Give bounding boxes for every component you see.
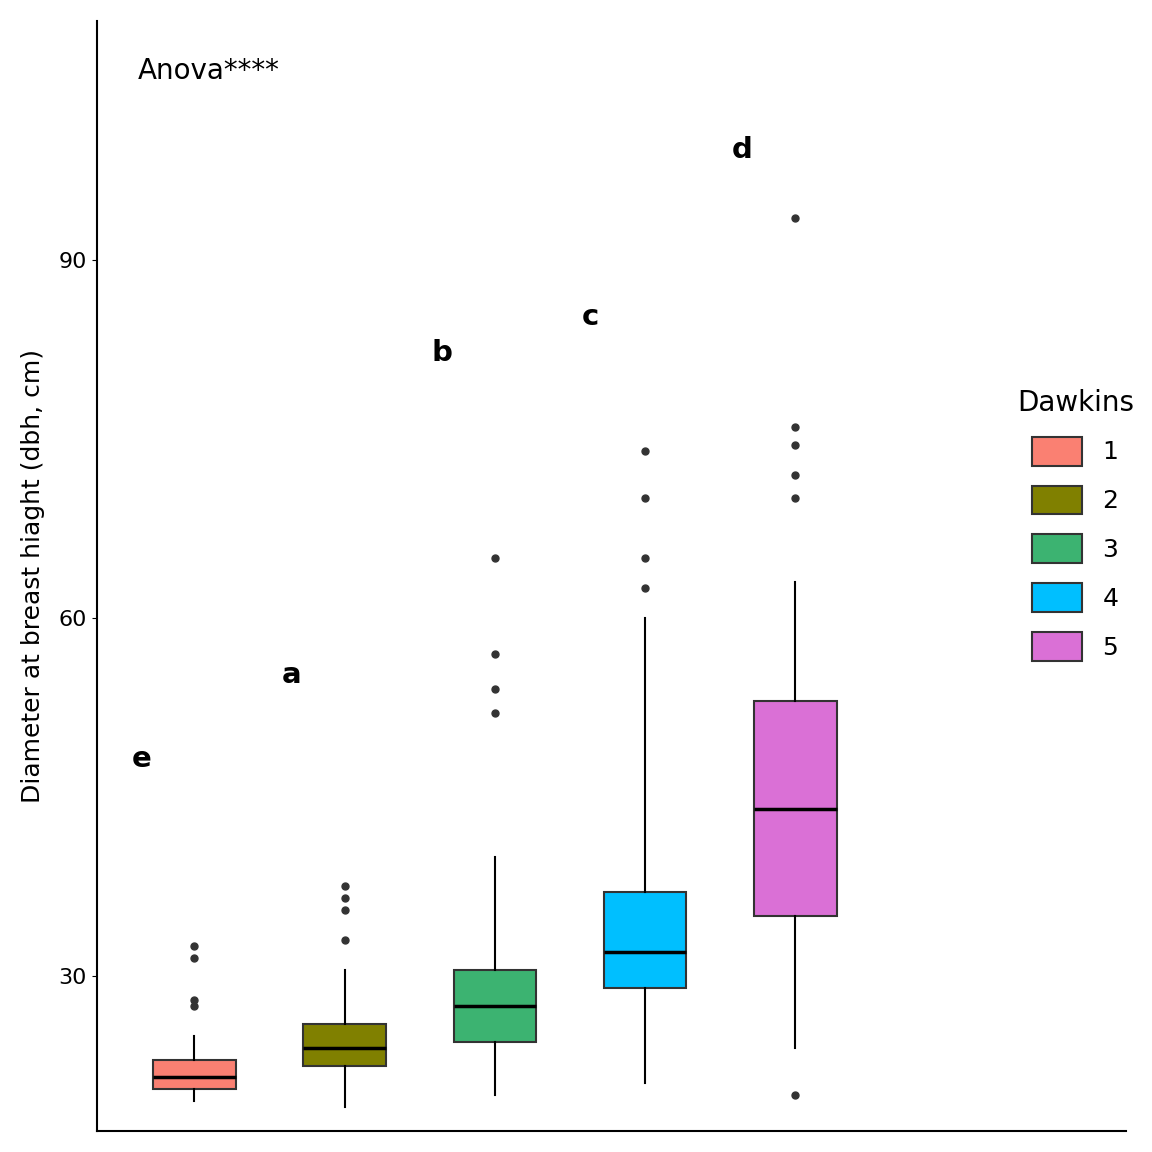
PathPatch shape <box>454 970 536 1041</box>
PathPatch shape <box>303 1024 386 1066</box>
PathPatch shape <box>604 893 687 988</box>
Text: d: d <box>733 136 753 164</box>
Text: c: c <box>582 303 599 332</box>
PathPatch shape <box>153 1060 236 1090</box>
Legend: 1, 2, 3, 4, 5: 1, 2, 3, 4, 5 <box>1017 388 1134 661</box>
Text: a: a <box>281 661 301 689</box>
Text: e: e <box>131 745 151 773</box>
Text: b: b <box>432 339 453 367</box>
Text: Anova****: Anova**** <box>137 56 279 84</box>
Y-axis label: Diameter at breast hiaght (dbh, cm): Diameter at breast hiaght (dbh, cm) <box>21 349 45 803</box>
PathPatch shape <box>755 702 836 916</box>
